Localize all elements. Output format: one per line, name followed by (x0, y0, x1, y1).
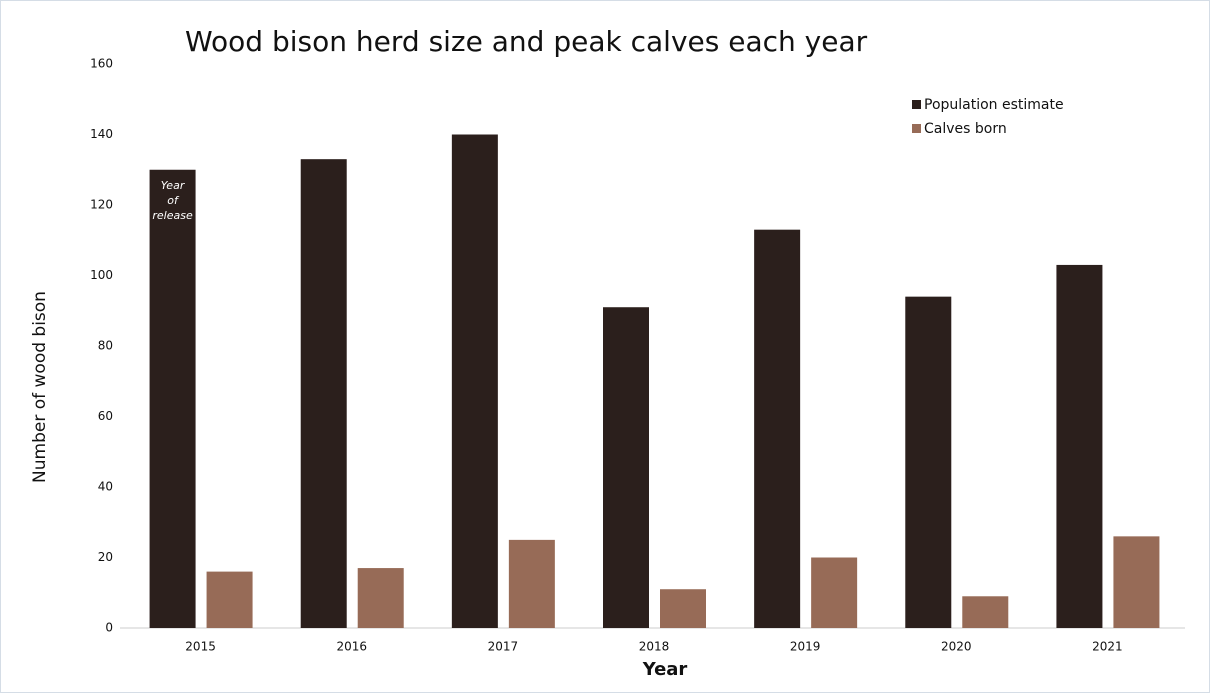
y-axis-label: Number of wood bison (30, 291, 50, 483)
legend-label: Population estimate (924, 97, 1064, 113)
y-tick-label: 60 (98, 409, 113, 423)
bar (905, 296, 952, 628)
bar (660, 589, 706, 628)
bar (1113, 536, 1160, 628)
y-tick-label: 120 (90, 198, 113, 212)
bar (811, 557, 858, 628)
annotation: Year (161, 179, 186, 192)
bar (149, 169, 196, 628)
y-tick-label: 160 (90, 57, 113, 71)
y-tick-label: 0 (105, 621, 113, 635)
bar (1056, 264, 1103, 628)
bar (357, 568, 404, 628)
bar (603, 307, 649, 628)
x-axis-label: Year (642, 659, 688, 680)
legend-swatch (912, 100, 921, 109)
bar (754, 229, 801, 629)
annotation: release (152, 209, 193, 222)
y-tick-label: 100 (90, 268, 113, 282)
bar (451, 134, 498, 628)
y-tick-label: 140 (90, 127, 113, 141)
x-tick-label: 2016 (336, 640, 367, 654)
bar (300, 159, 347, 629)
annotation: of (167, 194, 180, 207)
legend-swatch (912, 124, 921, 133)
bar (962, 596, 1009, 628)
x-tick-label: 2015 (185, 640, 216, 654)
x-tick-label: 2021 (1092, 640, 1123, 654)
bar (206, 571, 253, 628)
x-tick-label: 2017 (488, 640, 519, 654)
x-tick-label: 2020 (941, 640, 972, 654)
x-tick-label: 2018 (639, 640, 670, 654)
legend-label: Calves born (924, 121, 1007, 137)
y-tick-label: 80 (98, 339, 113, 353)
chart-title: Wood bison herd size and peak calves eac… (185, 25, 868, 58)
y-tick-label: 20 (98, 550, 113, 564)
bar (508, 539, 555, 628)
x-tick-label: 2019 (790, 640, 821, 654)
y-tick-label: 40 (98, 480, 113, 494)
